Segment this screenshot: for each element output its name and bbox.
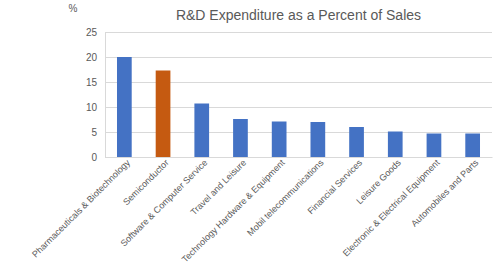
y-tick: 5 [91, 127, 105, 138]
title: R&D Expenditure as a Percent of Sales [176, 7, 421, 23]
bar [233, 119, 248, 157]
grid-line [105, 57, 492, 58]
y-tick-label: 5 [91, 127, 97, 138]
x-tick-label: Mobil telecommunications [245, 157, 326, 238]
y-tick: 0 [91, 152, 105, 163]
bar [349, 127, 364, 157]
y-tick: 15 [86, 77, 105, 88]
bar [194, 104, 209, 158]
bar [117, 57, 132, 157]
plot-area: 0 5 10 15 20 25 Pharmaceuticals & Biotechnolog… [30, 27, 492, 265]
chart: 0 5 10 15 20 25 Pharmaceuticals & Biotechnolog… [0, 0, 500, 275]
y-axis-line [105, 33, 106, 158]
y-tick-label: 15 [86, 77, 98, 88]
x-tick: Pharmaceuticals & Biotechnology [30, 157, 132, 259]
x-tick: Mobil telecommunications [245, 157, 326, 238]
grid [105, 32, 492, 157]
y-tick-label: 25 [86, 27, 98, 38]
bars [117, 57, 480, 157]
bar [465, 134, 480, 158]
x-tick-label: Financial Services [305, 157, 364, 216]
y-tick-label: 20 [86, 52, 98, 63]
x-tick-label: Pharmaceuticals & Biotechnology [30, 157, 132, 259]
y-tick-label: 0 [91, 152, 97, 163]
y-tick: 25 [86, 27, 105, 38]
x-tick: Financial Services [305, 157, 364, 216]
bar [272, 122, 287, 158]
y-tick: 20 [86, 52, 105, 63]
y-tick: 10 [86, 102, 105, 113]
bar [310, 122, 325, 157]
y-tick-label: 10 [86, 102, 98, 113]
bar [156, 71, 171, 158]
y-axis-title: % [69, 3, 78, 14]
bar [388, 132, 403, 158]
bar [427, 134, 442, 158]
grid-line [105, 32, 492, 33]
x-tick: Automobiles and Parts [409, 157, 480, 229]
x-axis: Pharmaceuticals & BiotechnologySemicondu… [30, 157, 492, 264]
y-axis: 0 5 10 15 20 25 [86, 27, 106, 163]
x-tick-label: Automobiles and Parts [409, 157, 480, 228]
